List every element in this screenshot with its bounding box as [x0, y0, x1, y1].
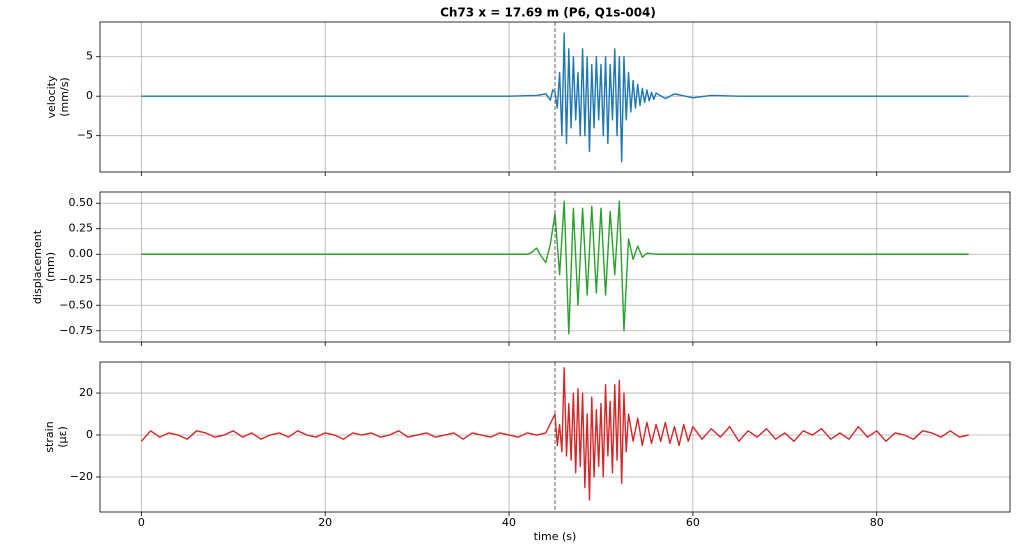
y-tick-label: −0.25 — [59, 273, 93, 286]
x-tick-label: 0 — [138, 516, 145, 529]
x-tick-label: 60 — [686, 516, 700, 529]
y-axis-label: (mm) — [44, 252, 57, 282]
y-tick-label: 0.00 — [69, 247, 94, 260]
subplot: 0 20 40 60 80 −20 0 20 strain (με) time (s) — [43, 361, 1011, 543]
y-tick-label: 0 — [86, 89, 93, 102]
y-axis-label: (με) — [56, 426, 69, 448]
y-tick-label: 0 — [86, 428, 93, 441]
x-axis-label: time (s) — [534, 530, 577, 543]
x-tick-label: 80 — [870, 516, 884, 529]
y-tick-label: −5 — [77, 129, 93, 142]
axes-frame — [99, 21, 1011, 173]
data-line — [140, 367, 969, 501]
y-tick-label: −20 — [70, 470, 93, 483]
figure-title: Ch73 x = 17.69 m (P6, Q1s-004) — [440, 6, 656, 20]
axes-frame — [99, 191, 1011, 343]
y-tick-label: 0.50 — [69, 196, 94, 209]
axes-frame — [99, 361, 1011, 513]
x-tick-label: 40 — [502, 516, 516, 529]
subplot: −5 0 5 velocity (mm/s) — [45, 21, 1011, 176]
y-axis-label: strain — [43, 421, 56, 452]
y-tick-label: 20 — [79, 386, 93, 399]
y-tick-label: −0.50 — [59, 298, 93, 311]
data-line — [141, 32, 969, 163]
y-tick-label: 0.25 — [69, 222, 94, 235]
y-tick-label: 5 — [86, 50, 93, 63]
y-axis-label: displacement — [31, 229, 44, 304]
y-axis-label: velocity — [45, 75, 58, 118]
x-tick-label: 20 — [318, 516, 332, 529]
y-tick-label: −0.75 — [59, 324, 93, 337]
y-axis-label: (mm/s) — [58, 77, 71, 116]
data-line — [141, 200, 969, 335]
subplot: −0.75 −0.50 −0.25 0.00 0.25 0.50 displacement(… — [31, 191, 1011, 346]
